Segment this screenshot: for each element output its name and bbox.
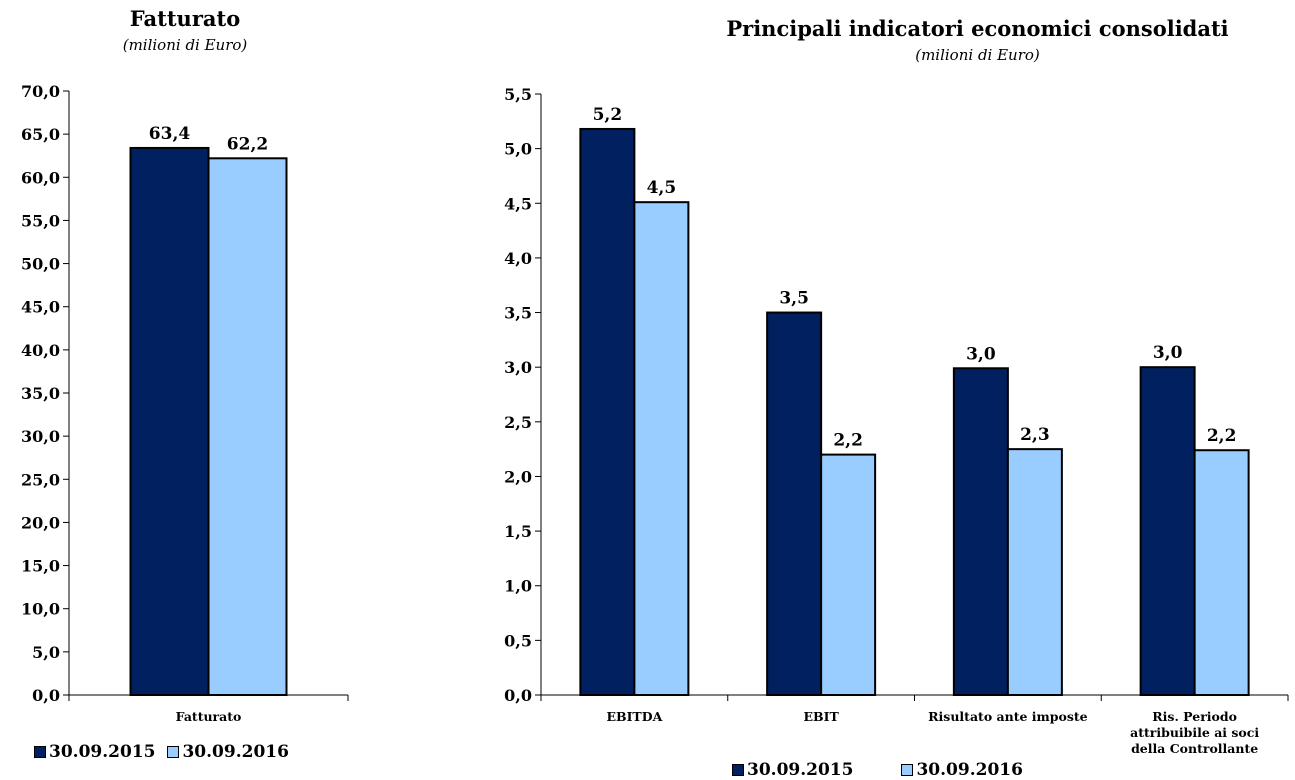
y-tick-label: 30,0 (21, 427, 60, 446)
chart-legend: 30.09.2015 30.09.2016 (34, 742, 301, 762)
bar (1139, 366, 1196, 696)
chart-title: Principali indicatori economici consolid… (726, 16, 1229, 41)
bar (579, 127, 636, 696)
y-tick-label: 60,0 (21, 168, 60, 187)
legend-label-2015: 30.09.2015 (747, 760, 854, 780)
data-label: 2,2 (1207, 426, 1237, 446)
bar (952, 367, 1009, 696)
legend-swatch-2016 (167, 746, 180, 758)
y-tick-label: 3,0 (504, 358, 532, 377)
chart-plot: 0,0 5,0 10,0 15,0 20,0 25,0 30,0 35,0 40,0 45,0 50… (21, 82, 349, 724)
chart-subtitle: (milioni di Euro) (915, 46, 1040, 64)
legend-item-2016: 30.09.2016 (901, 760, 1023, 780)
data-label: 3,5 (779, 289, 809, 309)
y-tick-label: 2,5 (504, 413, 532, 432)
y-tick-label: 65,0 (21, 125, 60, 144)
y-tick-label: 5,0 (504, 140, 532, 159)
x-tick-label: della Controllante (1131, 741, 1258, 756)
legend-swatch-2015 (732, 764, 744, 776)
legend-swatch-2016 (901, 764, 914, 776)
y-tick-label: 70,0 (21, 82, 60, 101)
x-tick-label: EBITDA (606, 709, 662, 724)
y-tick-label: 1,5 (504, 522, 532, 541)
y-tick-label: 20,0 (21, 513, 60, 532)
y-tick-label: 0,5 (504, 631, 532, 650)
x-tick-label: Fatturato (176, 709, 242, 724)
y-tick-label: 40,0 (21, 341, 60, 360)
legend-swatch-2015 (34, 746, 46, 758)
chart-indicatori: Principali indicatori economici consolid… (480, 0, 1295, 780)
bar (1006, 448, 1063, 696)
y-tick-label: 5,0 (32, 643, 60, 662)
y-tick-label: 2,0 (504, 467, 532, 486)
y-tick-label: 35,0 (21, 384, 60, 403)
x-tick-label: EBIT (804, 709, 840, 724)
y-tick-label: 25,0 (21, 470, 60, 489)
y-tick-label: 10,0 (21, 600, 60, 619)
y-tick-label: 1,0 (504, 577, 532, 596)
y-tick-label: 55,0 (21, 211, 60, 230)
chart-title: Fatturato (129, 6, 241, 31)
legend-item-2015: 30.09.2015 (34, 742, 155, 762)
data-label: 63,4 (149, 124, 191, 144)
bar (820, 453, 877, 696)
x-tick-label: Risultato ante imposte (928, 709, 1087, 724)
chart-legend: 30.09.2015 30.09.2016 (732, 760, 1035, 780)
bar (633, 201, 690, 696)
data-label: 62,2 (227, 134, 268, 154)
data-label: 5,2 (593, 105, 623, 125)
chart-subtitle: (milioni di Euro) (122, 36, 248, 54)
bar (207, 157, 288, 696)
legend-label-2016: 30.09.2016 (916, 760, 1023, 780)
legend-item-2016: 30.09.2016 (167, 742, 289, 762)
y-tick-label: 4,0 (504, 249, 532, 268)
data-label: 2,3 (1020, 425, 1050, 445)
bar (129, 146, 210, 697)
y-tick-label: 50,0 (21, 255, 60, 274)
y-tick-label: 3,5 (504, 304, 532, 323)
data-label: 4,5 (647, 178, 677, 198)
data-label: 2,2 (833, 431, 863, 451)
y-tick-label: 0,0 (32, 686, 60, 705)
legend-item-2015: 30.09.2015 (732, 760, 853, 780)
bar (766, 311, 823, 696)
y-tick-label: 4,5 (504, 194, 532, 213)
legend-label-2015: 30.09.2015 (49, 742, 156, 762)
y-tick-label: 5,5 (504, 85, 532, 104)
bar (1193, 449, 1250, 696)
y-tick-label: 0,0 (504, 686, 532, 705)
data-label: 3,0 (1153, 343, 1183, 363)
chart-fatturato: Fatturato (milioni di Euro) 0,0 5,0 10,0 15… (0, 0, 360, 780)
y-tick-label: 15,0 (21, 557, 60, 576)
chart-plot: 0,0 0,5 1,0 1,5 2,0 2,5 3,0 3,5 4,0 4,5 5,0 5,5 5,2 4… (504, 85, 1289, 756)
x-tick-label: attribuibile ai soci (1130, 725, 1259, 740)
data-label: 3,0 (966, 344, 996, 364)
legend-label-2016: 30.09.2016 (182, 742, 289, 762)
x-tick-label: Ris. Periodo (1152, 709, 1237, 724)
y-tick-label: 45,0 (21, 298, 60, 317)
